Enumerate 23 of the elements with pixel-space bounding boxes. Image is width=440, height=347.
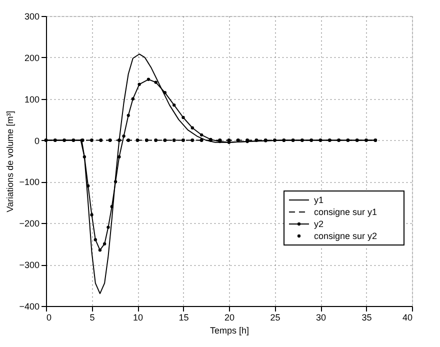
x-tick-label: 0 xyxy=(46,312,52,322)
legend-label: consigne sur y2 xyxy=(314,231,378,241)
y-tick-label: −400 xyxy=(19,302,40,312)
y-tick-label: 0 xyxy=(34,136,40,146)
x-tick-label: 15 xyxy=(178,312,189,322)
x-tick-label: 40 xyxy=(402,312,412,322)
x-tick-label: 35 xyxy=(362,312,372,322)
y-tick-label: −300 xyxy=(19,260,40,270)
legend-label: y1 xyxy=(314,195,324,205)
x-axis-title: Temps [h] xyxy=(210,326,250,336)
y-tick-label: −200 xyxy=(19,218,40,229)
y-axis-title: Variations de volume [m³] xyxy=(5,110,16,212)
x-tick-label: 10 xyxy=(132,312,144,322)
legend-label: y2 xyxy=(314,219,324,229)
x-tick-label: 20 xyxy=(224,312,235,322)
legend-label: consigne sur y1 xyxy=(314,207,378,217)
y-tick-label: 200 xyxy=(24,52,40,63)
x-tick-label: 5 xyxy=(90,312,95,322)
x-tick-label: 25 xyxy=(270,312,280,322)
y-tick-label: 300 xyxy=(24,12,40,22)
y-tick-label: −100 xyxy=(19,177,40,188)
y-tick-label: 100 xyxy=(24,94,40,104)
x-tick-label: 30 xyxy=(316,312,326,322)
